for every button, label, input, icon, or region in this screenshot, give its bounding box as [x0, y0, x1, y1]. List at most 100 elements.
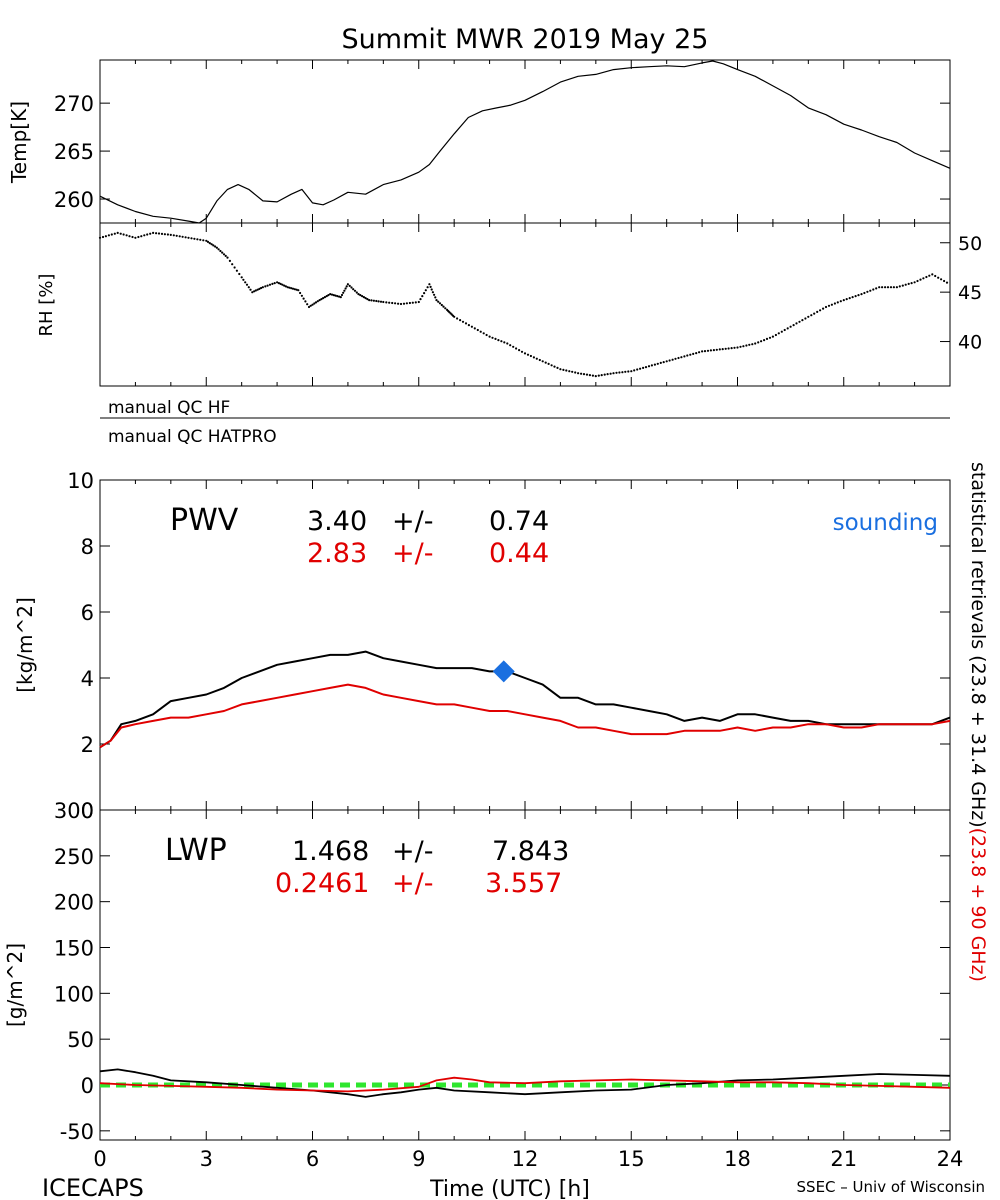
rh-point [429, 285, 432, 288]
rh-point [440, 303, 443, 307]
rh-point [228, 259, 231, 262]
rh-point [647, 365, 651, 368]
rh-point [323, 296, 326, 299]
rh-point [291, 287, 295, 290]
rh-point [671, 358, 674, 361]
rh-point [538, 358, 541, 362]
pwv-ytick-label: 8 [81, 535, 94, 559]
rh-point [680, 356, 683, 359]
rh-point [295, 288, 298, 291]
rh-point [748, 343, 751, 346]
rh-point [866, 290, 869, 293]
rh-point [529, 354, 533, 358]
rh-point [721, 348, 724, 351]
x-tick-label: 6 [306, 1147, 319, 1171]
rh-point [556, 366, 559, 369]
rh-ytick-label: 45 [958, 282, 982, 304]
rh-point [931, 273, 934, 276]
lwp-series-black [99, 1068, 951, 1098]
figure-title: Summit MWR 2019 May 25 [342, 24, 709, 55]
rh-point [247, 286, 250, 289]
rh-point [364, 297, 367, 300]
rh-point [600, 374, 603, 377]
rh-point [804, 317, 807, 320]
x-axis-label: Time (UTC) [h] [429, 1177, 590, 1200]
rh-point [636, 368, 639, 371]
rh-point [309, 304, 312, 307]
rh-point [399, 302, 403, 306]
rh-point [175, 234, 178, 237]
rh-point [659, 361, 662, 364]
rh-point [199, 238, 202, 241]
rh-point [342, 291, 345, 294]
pwv-stat-mean-red: 2.83 [307, 538, 367, 569]
rh-point [434, 296, 437, 299]
rh-point [221, 251, 224, 254]
footer-left: ICECAPS [42, 1174, 144, 1200]
lwp-ytick-label: -50 [60, 1120, 94, 1144]
rh-point [113, 232, 116, 235]
rh-point [506, 342, 509, 345]
rh-point [479, 330, 482, 333]
rh-point [169, 233, 172, 236]
rh-point [662, 361, 665, 364]
rh-point [709, 349, 713, 352]
rh-point [568, 370, 571, 373]
rh-point [178, 235, 181, 238]
rh-point [777, 332, 780, 335]
rh-point [695, 352, 698, 355]
rh-point [411, 301, 414, 304]
rh-point [848, 297, 851, 300]
temp-ytick-label: 265 [54, 140, 94, 164]
rh-point [945, 281, 949, 284]
rh-point [332, 294, 335, 297]
rh-point [131, 235, 134, 239]
rh-point [152, 231, 155, 234]
rh-point [736, 346, 739, 349]
rh-point [222, 253, 226, 256]
rh-point [277, 282, 280, 285]
rh-point [273, 282, 276, 285]
rh-point [916, 279, 919, 283]
rh-point [104, 235, 107, 238]
rh-point [842, 299, 845, 302]
rh-point [128, 235, 131, 238]
rh-point [362, 296, 365, 299]
rh-point [470, 325, 473, 328]
rh-point [300, 294, 303, 297]
pwv-ylabel: [kg/m^2] [13, 597, 37, 693]
rh-point [467, 324, 470, 327]
lwp-series-red [99, 1076, 951, 1093]
rh-point [768, 336, 772, 339]
rh-point [523, 352, 527, 355]
rh-point [565, 369, 568, 372]
x-tick-label: 24 [937, 1147, 964, 1171]
rh-point [424, 289, 427, 292]
rh-point [322, 297, 325, 300]
rh-point [379, 300, 383, 303]
rh-point [482, 332, 485, 335]
rh-point [819, 309, 822, 312]
rh-point [901, 284, 904, 287]
rh-point [615, 371, 618, 374]
rh-point [357, 293, 360, 296]
rh-ytick-label: 50 [958, 233, 982, 255]
rh-point [320, 298, 323, 301]
rh-point [574, 371, 577, 374]
rh-point [860, 293, 863, 296]
rh-point [597, 374, 600, 377]
rh-point [101, 235, 105, 239]
rh-point [224, 254, 227, 257]
rh-point [940, 278, 943, 281]
rh-point [650, 364, 654, 367]
rh-point [913, 281, 916, 284]
rh-point [421, 295, 424, 298]
rh-point [344, 287, 347, 290]
rh-point [763, 339, 766, 342]
rh-point [435, 299, 438, 302]
rh-point [798, 320, 801, 323]
rh-point [184, 236, 187, 239]
rh-point [783, 328, 786, 332]
rh-point [137, 235, 140, 239]
pwv-series-red [99, 683, 951, 749]
